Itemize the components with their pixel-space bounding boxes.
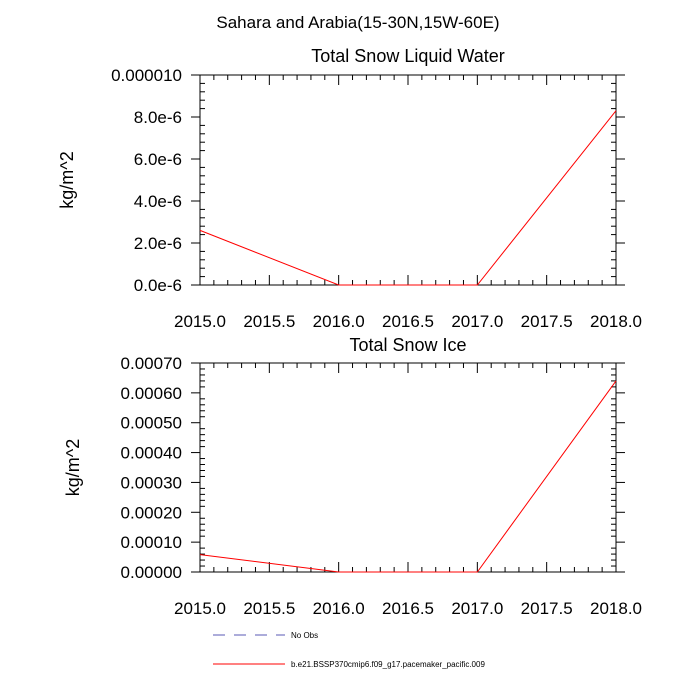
y-tick-label: 4.0e-6 bbox=[134, 192, 182, 211]
chart-panel-1: Total Snow Liquid Water kg/m^2 2015.0 2015.… bbox=[57, 46, 642, 331]
y-tick-label: 0.00070 bbox=[121, 354, 182, 373]
y-tick-label: 0.00060 bbox=[121, 384, 182, 403]
x-tick-label: 2017.0 bbox=[451, 599, 503, 618]
y-axis-title: kg/m^2 bbox=[63, 439, 83, 496]
y-tick-label: 0.00050 bbox=[121, 414, 182, 433]
y-tick-label: 8.0e-6 bbox=[134, 108, 182, 127]
y-tick-label: 0.00010 bbox=[121, 533, 182, 552]
figure-title: Sahara and Arabia(15-30N,15W-60E) bbox=[216, 13, 499, 32]
x-tick-label: 2017.5 bbox=[521, 312, 573, 331]
y-axis-title: kg/m^2 bbox=[57, 151, 77, 208]
panel-title: Total Snow Liquid Water bbox=[311, 46, 504, 66]
x-tick-label: 2016.0 bbox=[313, 599, 365, 618]
x-tick-label: 2018.0 bbox=[590, 599, 642, 618]
y-tick-label: 6.0e-6 bbox=[134, 150, 182, 169]
x-tick-label: 2016.5 bbox=[382, 312, 434, 331]
y-tick-label: 0.000010 bbox=[111, 66, 182, 85]
x-tick-label: 2016.5 bbox=[382, 599, 434, 618]
chart-panel-2: Total Snow Ice kg/m^2 2015.0 2015.5 2016.0 20… bbox=[63, 335, 642, 618]
series-line-1 bbox=[199, 110, 617, 286]
x-tick-label: 2017.5 bbox=[521, 599, 573, 618]
chart-panels: Total Snow Liquid Water kg/m^2 2015.0 2015.… bbox=[57, 46, 642, 618]
series-line-1 bbox=[199, 380, 617, 573]
legend-label-2: b.e21.BSSP370cmip6.f09_g17.pacemaker_pac… bbox=[291, 660, 485, 669]
x-tick-label: 2016.0 bbox=[313, 312, 365, 331]
plot-frame bbox=[199, 74, 617, 286]
y-tick-label: 0.00040 bbox=[121, 444, 182, 463]
chart-legend: No Obs b.e21.BSSP370cmip6.f09_g17.pacemak… bbox=[213, 631, 485, 669]
legend-label-1: No Obs bbox=[291, 631, 318, 640]
y-tick-label: 0.0e-6 bbox=[134, 276, 182, 295]
x-tick-label: 2015.0 bbox=[174, 312, 226, 331]
y-tick-label: 2.0e-6 bbox=[134, 234, 182, 253]
y-tick-label: 0.00000 bbox=[121, 563, 182, 582]
y-tick-label: 0.00030 bbox=[121, 473, 182, 492]
panel-title: Total Snow Ice bbox=[349, 335, 466, 355]
x-tick-label: 2015.5 bbox=[243, 599, 295, 618]
y-tick-label: 0.00020 bbox=[121, 503, 182, 522]
x-tick-label: 2015.0 bbox=[174, 599, 226, 618]
x-tick-label: 2018.0 bbox=[590, 312, 642, 331]
x-tick-label: 2017.0 bbox=[451, 312, 503, 331]
x-tick-label: 2015.5 bbox=[243, 312, 295, 331]
